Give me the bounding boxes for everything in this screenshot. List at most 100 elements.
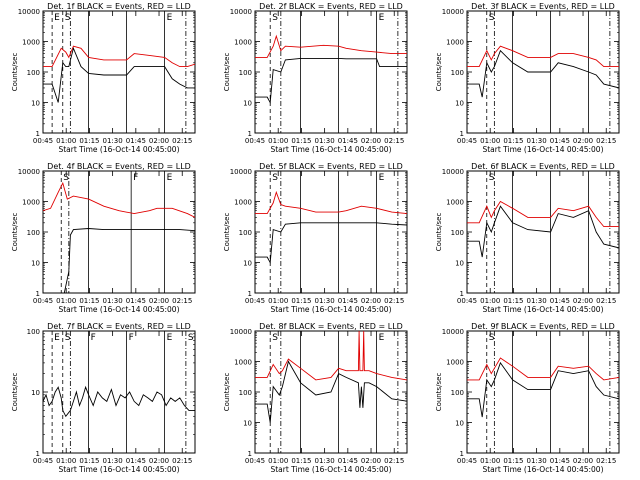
x-tick-label: 02:00 [361, 297, 381, 305]
x-tick-label: 01:45 [550, 457, 570, 465]
chart-title: Det. 4f BLACK = Events, RED = LLD [47, 162, 191, 171]
y-tick-label: 10000 [18, 168, 40, 176]
y-axis-label: Counts/sec [11, 373, 19, 412]
chart-title: Det. 5f BLACK = Events, RED = LLD [259, 162, 403, 171]
y-axis-label: Counts/sec [435, 53, 443, 92]
event-marker-letter: F [91, 333, 96, 343]
x-tick-label: 01:15 [291, 297, 311, 305]
event-marker-letter: E [54, 13, 60, 23]
event-marker-letter: E [379, 173, 385, 183]
x-tick-label: 01:00 [268, 137, 288, 145]
x-tick-label: 02:00 [361, 457, 381, 465]
x-tick-label: 01:15 [79, 297, 99, 305]
x-tick-label: 01:00 [56, 297, 76, 305]
event-marker-letter: E [167, 13, 173, 23]
x-tick-label: 01:15 [503, 457, 523, 465]
x-tick-label: 02:00 [149, 137, 169, 145]
x-tick-label: 00:45 [457, 137, 477, 145]
event-marker-letter: S [272, 173, 278, 183]
event-marker-letter: F [133, 173, 138, 183]
series-line-events [43, 46, 195, 103]
y-tick-label: 100 [451, 389, 464, 397]
chart-title: Det. 9f BLACK = Events, RED = LLD [471, 322, 615, 331]
x-tick-label: 00:45 [245, 297, 265, 305]
y-tick-label: 1 [460, 130, 464, 138]
event-marker-letter: S [489, 13, 495, 23]
y-tick-label: 10000 [18, 8, 40, 16]
y-tick-label: 10 [243, 420, 252, 428]
x-tick-label: 02:15 [384, 297, 404, 305]
x-axis-label: Start Time (16-Oct-14 00:45:00) [482, 305, 603, 314]
event-marker-letter: S [272, 333, 278, 343]
series-line-lld [43, 181, 195, 218]
y-tick-label: 1 [248, 450, 252, 458]
y-tick-label: 1000 [22, 39, 40, 47]
y-axis-label: Counts/sec [435, 373, 443, 412]
series-line-lld [467, 357, 619, 381]
y-tick-label: 1000 [22, 199, 40, 207]
y-axis-label: Counts/sec [11, 53, 19, 92]
y-tick-label: 100 [27, 229, 40, 237]
x-tick-label: 01:15 [503, 137, 523, 145]
event-marker-letter: S [63, 173, 69, 183]
event-marker-letter: S [188, 333, 194, 343]
x-tick-label: 01:45 [550, 297, 570, 305]
y-axis-label: Counts/sec [11, 213, 19, 252]
chart-title: Det. 7f BLACK = Events, RED = LLD [47, 322, 191, 331]
x-tick-label: 02:15 [384, 457, 404, 465]
x-tick-label: 02:15 [596, 297, 616, 305]
x-tick-label: 01:00 [480, 137, 500, 145]
x-axis-label: Start Time (16-Oct-14 00:45:00) [58, 145, 179, 154]
event-marker-letter: S [489, 173, 495, 183]
series-line-events [467, 361, 619, 418]
event-marker-letter: S [65, 13, 71, 23]
x-tick-label: 01:45 [338, 457, 358, 465]
chart-panel-1: Det. 1f BLACK = Events, RED = LLD 1 10 100 1… [11, 2, 196, 154]
x-axis-label: Start Time (16-Oct-14 00:45:00) [58, 465, 179, 474]
x-tick-label: 01:45 [338, 137, 358, 145]
x-tick-label: 01:00 [56, 137, 76, 145]
y-tick-label: 100 [451, 229, 464, 237]
x-tick-label: 01:00 [56, 457, 76, 465]
x-tick-label: 01:45 [126, 137, 146, 145]
x-tick-label: 01:30 [103, 457, 123, 465]
series-line-events [255, 57, 407, 104]
y-tick-label: 1 [460, 290, 464, 298]
chart-title: Det. 2f BLACK = Events, RED = LLD [259, 2, 403, 11]
y-tick-label: 10 [243, 260, 252, 268]
series-line-lld [255, 190, 407, 215]
x-tick-label: 01:15 [503, 297, 523, 305]
x-tick-label: 01:15 [79, 137, 99, 145]
x-tick-label: 02:15 [384, 137, 404, 145]
series-line-lld [43, 45, 195, 68]
x-axis-label: Start Time (16-Oct-14 00:45:00) [270, 145, 391, 154]
chart-title: Det. 6f BLACK = Events, RED = LLD [471, 162, 615, 171]
x-tick-label: 02:00 [573, 297, 593, 305]
y-tick-label: 10000 [230, 168, 252, 176]
series-line-events [43, 228, 195, 293]
y-tick-label: 10000 [230, 8, 252, 16]
x-tick-label: 00:45 [33, 137, 53, 145]
x-tick-label: 01:45 [126, 297, 146, 305]
y-axis-label: Counts/sec [435, 213, 443, 252]
series-line-events [467, 49, 619, 98]
series-line-events [255, 360, 407, 423]
chart-title: Det. 8f BLACK = Events, RED = LLD [259, 322, 403, 331]
y-tick-label: 10 [31, 389, 40, 397]
x-tick-label: 00:45 [457, 297, 477, 305]
y-tick-label: 10 [455, 260, 464, 268]
y-tick-label: 100 [451, 69, 464, 77]
x-tick-label: 01:30 [315, 457, 335, 465]
chart-panel-3: Det. 3f BLACK = Events, RED = LLD 1 10 100 1… [435, 2, 620, 154]
y-tick-label: 1 [36, 450, 40, 458]
series-line-lld [467, 200, 619, 228]
chart-title: Det. 3f BLACK = Events, RED = LLD [471, 2, 615, 11]
x-tick-label: 02:15 [172, 137, 192, 145]
event-marker-letter: S [272, 13, 278, 23]
chart-panel-4: Det. 4f BLACK = Events, RED = LLD 1 10 100 1… [11, 162, 196, 314]
series-line-lld [467, 45, 619, 68]
y-tick-label: 1 [460, 450, 464, 458]
chart-panel-7: Det. 7f BLACK = Events, RED = LLD 1 10 100 0… [11, 322, 196, 474]
